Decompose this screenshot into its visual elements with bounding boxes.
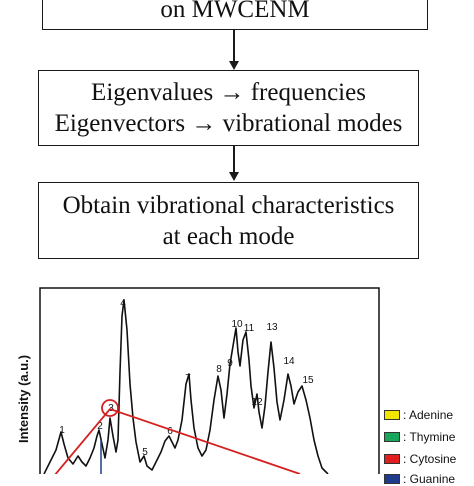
legend-label-adenine: : Adenine (403, 408, 454, 422)
legend-swatch-adenine (384, 410, 400, 420)
legend-adenine: : Adenine (384, 408, 453, 422)
legend-label-cytosine: : Cytosine (403, 452, 457, 466)
highlight-circle (101, 399, 119, 417)
peak-label-11: 11 (244, 323, 255, 334)
legend-thymine: : Thymine (384, 430, 455, 444)
legend-swatch-guanine (384, 474, 400, 484)
flow-box-eigen: Eigenvalues → frequencies Eigenvectors →… (38, 70, 419, 146)
flow-box-characteristics-line2: at each mode (162, 222, 295, 250)
flow-box-characteristics: Obtain vibrational characteristics at ea… (38, 182, 419, 259)
peak-label-14: 14 (283, 356, 295, 367)
spectrum-curve (43, 299, 329, 474)
flow-box-eigen-line1: Eigenvalues → frequencies (91, 79, 366, 106)
peak-label-5: 5 (142, 447, 148, 458)
peak-label-10: 10 (231, 319, 243, 330)
legend-guanine: : Guanine (384, 472, 455, 486)
highlight-bracket (54, 407, 301, 474)
peak-label-13: 13 (266, 322, 278, 333)
flow-box-top: on MWCENM (42, 0, 428, 30)
peak-label-6: 6 (167, 426, 173, 437)
legend-swatch-cytosine (384, 454, 400, 464)
peak-label-15: 15 (302, 375, 314, 386)
legend-label-guanine: : Guanine (403, 472, 456, 486)
peak-label-2: 2 (97, 421, 103, 432)
y-axis-label: Intensity (a.u.) (16, 354, 31, 443)
flow-arrow-1-line (233, 30, 235, 61)
flow-arrow-2-head (229, 172, 239, 181)
flow-box-top-text: on MWCENM (160, 0, 310, 23)
flow-arrow-2-line (233, 146, 235, 172)
flow-box-characteristics-line1: Obtain vibrational characteristics (62, 191, 395, 219)
flow-box-eigen-line2: Eigenvectors → vibrational modes (54, 110, 403, 137)
legend-label-thymine: : Thymine (403, 430, 456, 444)
peak-label-1: 1 (59, 425, 65, 436)
legend-cytosine: : Cytosine (384, 452, 456, 466)
plot-frame (39, 287, 380, 474)
peak-label-8: 8 (216, 364, 222, 375)
flow-arrow-1-head (229, 61, 239, 70)
legend-swatch-thymine (384, 432, 400, 442)
